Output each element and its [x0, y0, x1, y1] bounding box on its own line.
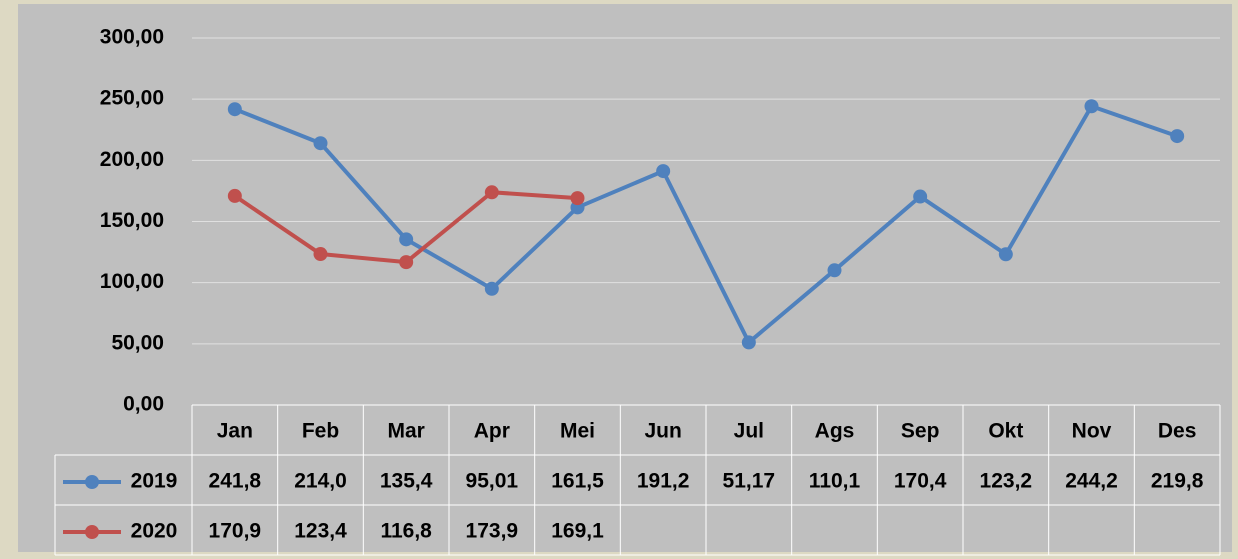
marker [484, 185, 499, 200]
table-value: 244,2 [1065, 470, 1118, 493]
table-value: 51,17 [723, 470, 776, 493]
marker [656, 164, 671, 179]
marker [741, 335, 756, 350]
marker [227, 102, 242, 117]
y-tick-label: 150,00 [100, 209, 164, 232]
marker [570, 191, 585, 206]
chart-area [18, 4, 1232, 552]
y-tick-label: 300,00 [100, 26, 164, 49]
x-tick-label: Des [1158, 420, 1197, 443]
table-value: 170,9 [209, 520, 262, 543]
table-value: 161,5 [551, 470, 604, 493]
x-tick-label: Jan [217, 420, 253, 443]
x-tick-label: Jul [734, 420, 764, 443]
table-value: 169,1 [551, 520, 604, 543]
marker [313, 247, 328, 262]
table-value: 123,4 [294, 520, 347, 543]
marker [998, 247, 1013, 262]
y-tick-label: 250,00 [100, 87, 164, 110]
legend-key-marker [85, 475, 99, 489]
y-tick-label: 0,00 [123, 393, 164, 416]
marker [399, 232, 414, 247]
x-tick-label: Feb [302, 420, 339, 443]
legend-label: 2019 [131, 470, 178, 493]
table-value: 135,4 [380, 470, 433, 493]
table-value: 191,2 [637, 470, 690, 493]
table-value: 170,4 [894, 470, 947, 493]
x-tick-label: Ags [815, 420, 855, 443]
x-tick-label: Apr [474, 420, 510, 443]
marker [484, 281, 499, 296]
table-value: 214,0 [294, 470, 347, 493]
table-value: 116,8 [380, 520, 432, 543]
marker [399, 255, 414, 270]
x-tick-label: Jun [644, 420, 681, 443]
marker [1084, 99, 1099, 114]
series-line [234, 104, 1178, 345]
y-tick-label: 200,00 [100, 148, 164, 171]
x-tick-label: Mei [560, 420, 595, 443]
x-tick-label: Okt [988, 420, 1023, 443]
marker [913, 189, 928, 204]
marker [827, 263, 842, 278]
x-tick-label: Sep [901, 420, 940, 443]
table-value: 95,01 [466, 470, 519, 493]
x-tick-label: Mar [387, 420, 424, 443]
table-value: 219,8 [1151, 470, 1204, 493]
x-tick-label: Nov [1072, 420, 1112, 443]
y-tick-label: 50,00 [111, 331, 164, 354]
legend-key-marker [85, 525, 99, 539]
table-value: 173,9 [466, 520, 519, 543]
table-value: 241,8 [209, 470, 262, 493]
table-value: 110,1 [809, 470, 861, 493]
y-tick-label: 100,00 [100, 270, 164, 293]
marker [1170, 129, 1185, 144]
marker [313, 136, 328, 151]
legend-label: 2020 [131, 520, 178, 543]
table-value: 123,2 [980, 470, 1033, 493]
marker [227, 188, 242, 203]
